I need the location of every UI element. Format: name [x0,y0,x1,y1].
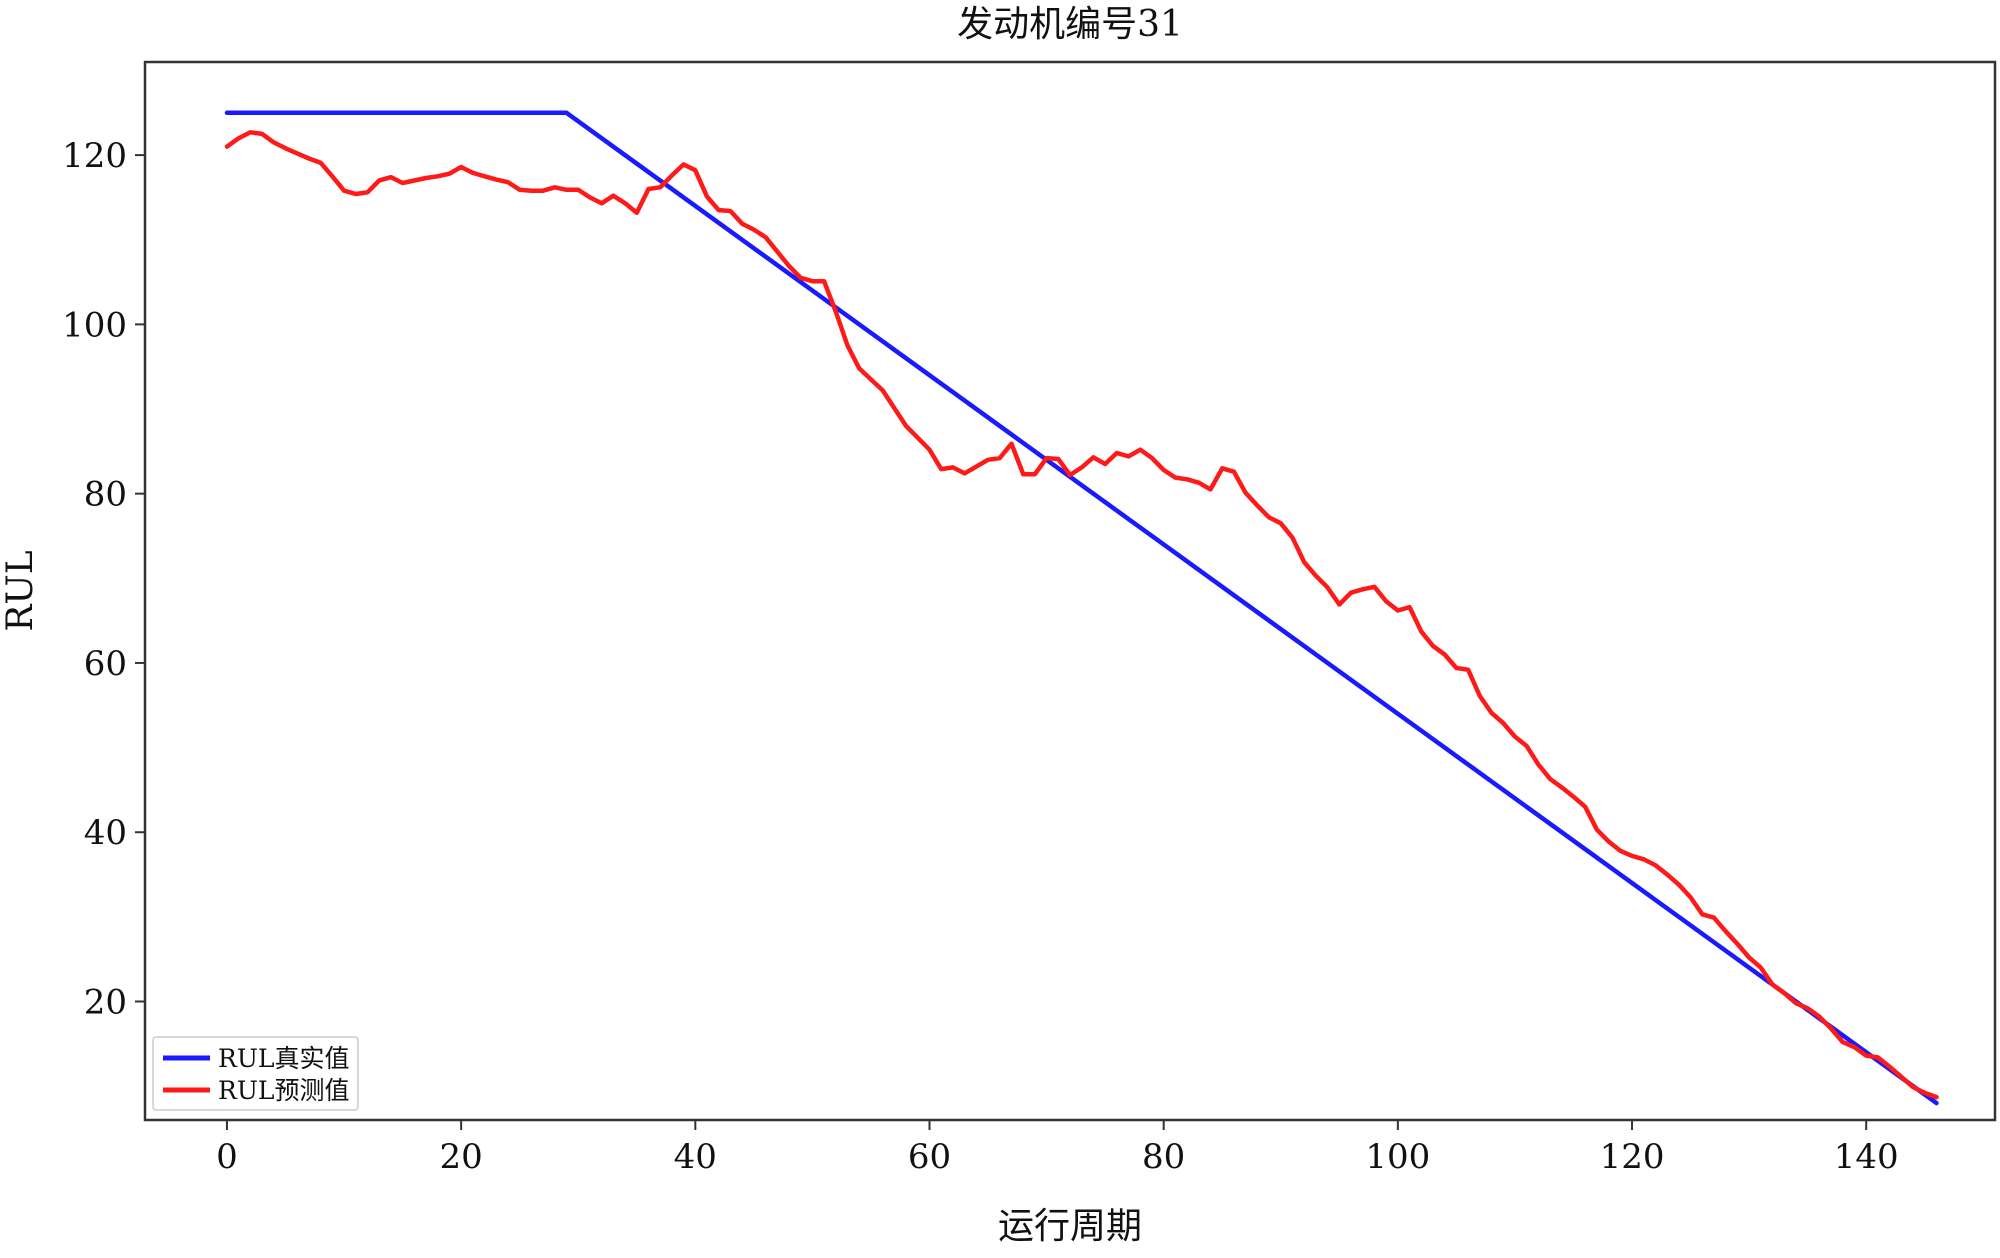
series-line-predicted-rul [224,130,1939,1100]
x-tick-label: 120 [1600,1137,1665,1177]
plot-frame [143,60,1997,1122]
x-tick-label: 100 [1365,1137,1430,1177]
x-tick-label: 0 [216,1137,238,1177]
legend-label-pred: RUL预测值 [218,1076,350,1105]
y-tick-label: 100 [62,305,127,345]
x-axis-ticks: 0 20 40 60 80 100 120 140 [216,1120,1899,1177]
x-tick-label: 60 [908,1137,951,1177]
legend: RUL真实值 RUL预测值 [152,1036,359,1111]
y-tick-label: 80 [84,475,127,515]
y-axis-ticks: 20 40 60 80 100 120 [62,136,145,1023]
y-axis-label: RUL [0,550,41,631]
chart-title: 发动机编号31 [957,4,1183,45]
x-tick-label: 140 [1834,1137,1899,1177]
series-layer [224,110,1939,1106]
y-tick-label: 20 [84,983,127,1023]
x-axis-label: 运行周期 [998,1206,1142,1247]
y-tick-label: 60 [84,644,127,684]
series-line-true-rul [224,110,1939,1106]
x-tick-label: 40 [674,1137,717,1177]
legend-label-true: RUL真实值 [218,1044,350,1073]
x-tick-label: 20 [440,1137,483,1177]
x-tick-label: 80 [1142,1137,1185,1177]
y-tick-label: 40 [84,813,127,853]
y-tick-label: 120 [62,136,127,176]
